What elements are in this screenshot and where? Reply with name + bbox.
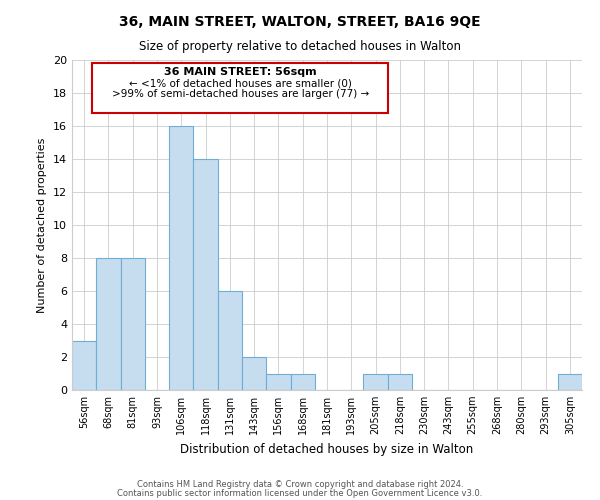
- Text: Contains public sector information licensed under the Open Government Licence v3: Contains public sector information licen…: [118, 488, 482, 498]
- Bar: [72, 340, 96, 390]
- Bar: [290, 374, 315, 390]
- Bar: [242, 357, 266, 390]
- Text: ← <1% of detached houses are smaller (0): ← <1% of detached houses are smaller (0): [129, 78, 352, 88]
- Text: >99% of semi-detached houses are larger (77) →: >99% of semi-detached houses are larger …: [112, 90, 369, 100]
- Text: Contains HM Land Registry data © Crown copyright and database right 2024.: Contains HM Land Registry data © Crown c…: [137, 480, 463, 489]
- Bar: [266, 374, 290, 390]
- Y-axis label: Number of detached properties: Number of detached properties: [37, 138, 47, 312]
- Bar: [218, 291, 242, 390]
- Bar: [193, 159, 218, 390]
- Text: 36 MAIN STREET: 56sqm: 36 MAIN STREET: 56sqm: [164, 68, 317, 78]
- Bar: [388, 374, 412, 390]
- Bar: [169, 126, 193, 390]
- Bar: [364, 374, 388, 390]
- Text: Size of property relative to detached houses in Walton: Size of property relative to detached ho…: [139, 40, 461, 53]
- Bar: [96, 258, 121, 390]
- Text: 36, MAIN STREET, WALTON, STREET, BA16 9QE: 36, MAIN STREET, WALTON, STREET, BA16 9Q…: [119, 15, 481, 29]
- X-axis label: Distribution of detached houses by size in Walton: Distribution of detached houses by size …: [181, 442, 473, 456]
- Bar: [558, 374, 582, 390]
- Bar: [121, 258, 145, 390]
